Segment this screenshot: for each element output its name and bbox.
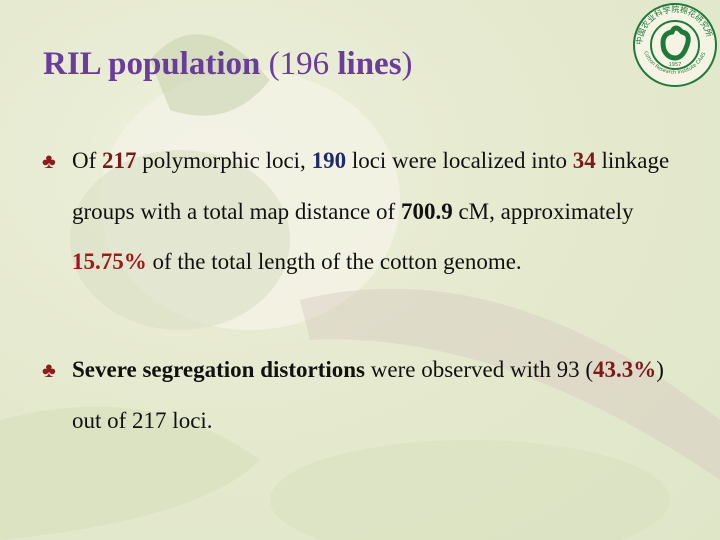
text: linkage groups with a total map distance…	[72, 148, 670, 224]
highlight: 217	[102, 148, 137, 173]
text: ) out of 217 loci.	[72, 357, 664, 433]
text: loci were localized into	[346, 148, 573, 173]
title-text: )	[401, 46, 413, 82]
logo-year: 1957	[669, 62, 682, 68]
title-text: (	[260, 46, 280, 82]
highlight: 15.75%	[72, 249, 147, 274]
title-text: 196	[279, 46, 330, 82]
institute-logo: 中国农业科学院棉花研究所 Cotton Research Institute C…	[633, 3, 717, 87]
bullet-marker: ♣	[42, 358, 56, 382]
bullet: ♣ Severe segregation distortions were obs…	[42, 345, 682, 446]
highlight: Severe segregation distortions	[72, 357, 366, 382]
highlight: 700.9	[400, 198, 453, 224]
slide-title: RIL population (196 lines)	[43, 46, 413, 83]
highlight: 43.3%	[593, 357, 657, 382]
text: were observed with 93 (	[365, 357, 594, 382]
text: cM, approximately	[452, 198, 634, 224]
title-text: RIL population	[43, 46, 261, 82]
text: Of	[72, 148, 103, 173]
text: polymorphic loci,	[136, 148, 312, 173]
bullet: ♣ Of 217 polymorphic loci, 190 loci were …	[42, 136, 682, 288]
bullet-marker: ♣	[42, 149, 56, 173]
title-text: lines	[329, 46, 402, 82]
highlight: 190	[311, 148, 347, 173]
text: of the total length of the cotton genome…	[146, 249, 522, 274]
highlight: 34	[572, 148, 596, 173]
